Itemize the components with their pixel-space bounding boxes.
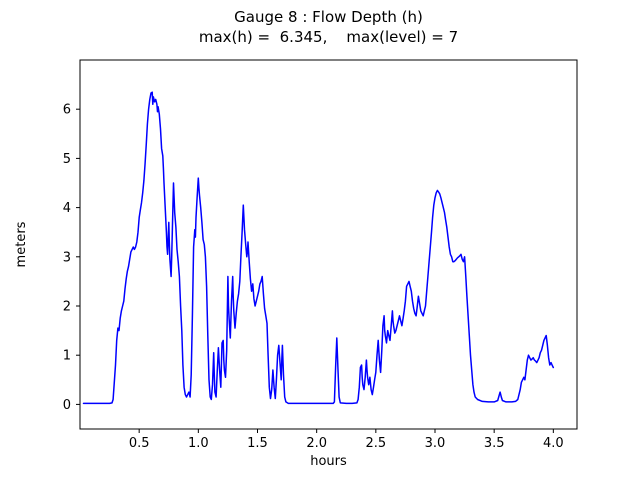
plot-area-border xyxy=(79,59,578,430)
y-tick-label: 3 xyxy=(63,250,71,265)
generated-chart-layer: 0.5 1.0 1.5 2.0 2.5 3.0 3.5 4.0 0 1 2 3 4 5 6 xyxy=(63,91,564,451)
y-tick-label: 5 xyxy=(63,152,71,167)
chart-title: Gauge 8 : Flow Depth (h) xyxy=(234,8,423,26)
x-tick-label: 3.0 xyxy=(425,436,446,451)
y-tick-label: 0 xyxy=(63,398,71,413)
x-tick-label: 3.5 xyxy=(484,436,505,451)
y-tick-label: 2 xyxy=(63,300,71,315)
x-tick-label: 2.5 xyxy=(365,436,386,451)
flow-depth-line xyxy=(82,91,555,405)
x-axis-label: hours xyxy=(310,454,347,469)
x-tick-label: 4.0 xyxy=(543,436,564,451)
chart-subtitle: max(h) = 6.345, max(level) = 7 xyxy=(199,28,458,46)
x-tick-label: 2.0 xyxy=(306,436,327,451)
x-tick-label: 1.0 xyxy=(188,436,209,451)
x-tick-label: 0.5 xyxy=(129,436,150,451)
y-axis-label: meters xyxy=(14,221,29,267)
y-tick-label: 6 xyxy=(63,103,71,118)
y-tick-label: 4 xyxy=(63,201,71,216)
y-tick-label: 1 xyxy=(63,349,71,364)
x-tick-label: 1.5 xyxy=(247,436,268,451)
